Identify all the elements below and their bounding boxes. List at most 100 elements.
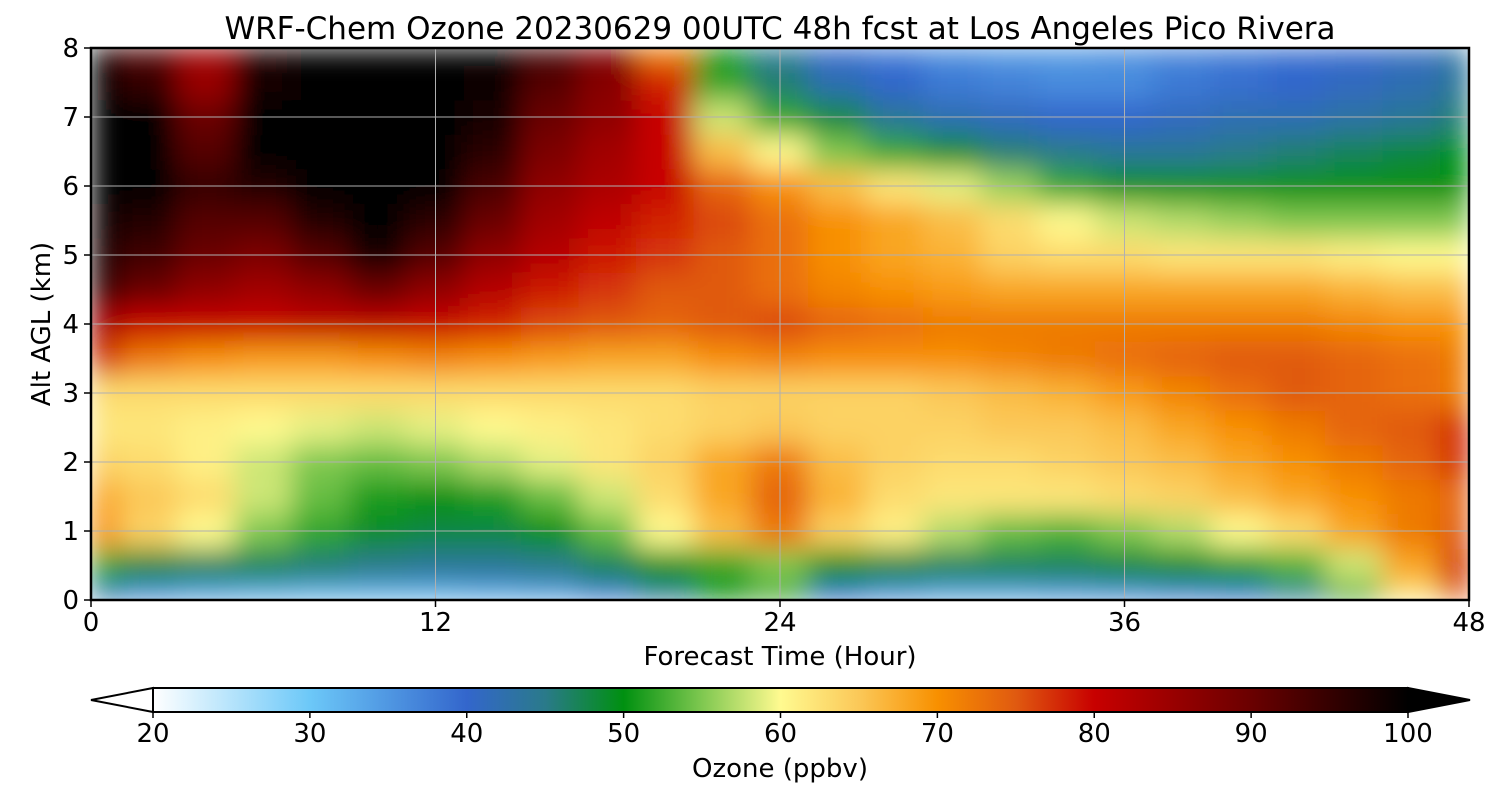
heatmap-cell [578, 64, 637, 101]
heatmap-cell [1267, 133, 1326, 170]
heatmap-cell [463, 202, 523, 239]
heatmap-cell [1152, 409, 1212, 446]
heatmap-cell [348, 48, 408, 66]
heatmap-cell [865, 478, 924, 515]
heatmap-cell [91, 64, 121, 101]
colorbar-bar [152, 687, 1409, 713]
x-tick-label: 24 [763, 608, 796, 638]
heatmap-cell [119, 547, 178, 584]
heatmap-cell [234, 582, 293, 600]
heatmap-cell [1382, 409, 1441, 446]
y-tick-label: 6 [62, 172, 79, 202]
heatmap-cell [176, 48, 235, 66]
heatmap-cell [980, 547, 1039, 584]
heatmap-cell [234, 340, 293, 377]
heatmap-cell [1267, 582, 1326, 600]
colorbar-tick-label: 30 [293, 719, 326, 749]
x-tick-label: 36 [1108, 608, 1141, 638]
heatmap-cell [980, 271, 1039, 308]
heatmap-cell [1152, 478, 1212, 515]
heatmap-cell [808, 64, 867, 101]
heatmap-cell [119, 202, 178, 239]
heatmap-cell [980, 340, 1039, 377]
heatmap-cell [119, 64, 178, 101]
heatmap-cell [1267, 271, 1326, 308]
heatmap-cell [1439, 64, 1469, 101]
y-tick-label: 2 [62, 448, 79, 478]
y-tick-label: 7 [62, 103, 79, 133]
heatmap-cell [291, 64, 350, 101]
heatmap-cell [1439, 48, 1469, 66]
heatmap-cell [176, 340, 235, 377]
heatmap-cell [636, 202, 695, 239]
heatmap-cell [1152, 133, 1212, 170]
colorbar-tick-label: 40 [450, 719, 483, 749]
heatmap-cell [1037, 478, 1097, 515]
heatmap-cell [521, 547, 580, 584]
heatmap-cell [348, 202, 408, 239]
heatmap-cell [348, 478, 408, 515]
heatmap-cell [291, 582, 350, 600]
x-axis: 0 12 24 36 48 [83, 600, 1486, 638]
heatmap-cell [176, 133, 235, 170]
heatmap-cell [291, 202, 350, 239]
heatmap-cell [808, 409, 867, 446]
heatmap-cell [176, 582, 235, 600]
heatmap-cell [463, 409, 523, 446]
heatmap-cell [463, 133, 523, 170]
heatmap-cell [521, 582, 580, 600]
heatmap-cell [923, 547, 982, 584]
heatmap-cell [1325, 409, 1384, 446]
heatmap-cell [91, 48, 121, 66]
heatmap-cell [1210, 478, 1269, 515]
x-tick-label: 0 [83, 608, 100, 638]
heatmap-cell [119, 478, 178, 515]
heatmap-cell [1267, 48, 1326, 66]
heatmap-cell [91, 582, 121, 600]
heatmap-cell [521, 133, 580, 170]
heatmap-cell [1382, 547, 1441, 584]
heatmap-cell [636, 478, 695, 515]
heatmap-cell [119, 340, 178, 377]
heatmap-cell [1325, 48, 1384, 66]
grid-lines [91, 48, 1469, 600]
heatmap-cell [1382, 48, 1441, 66]
heatmap-cell [348, 582, 408, 600]
heatmap-cell [923, 271, 982, 308]
heatmap-cell [693, 48, 752, 66]
heatmap-cell [91, 133, 121, 170]
heatmap-cell [1325, 271, 1384, 308]
heatmap-cell [291, 133, 350, 170]
heatmap-cell [578, 271, 637, 308]
heatmap-cell [865, 271, 924, 308]
heatmap-cell [521, 202, 580, 239]
heatmap-cell [348, 271, 408, 308]
heatmap-cell [1382, 478, 1441, 515]
heatmap-cell [808, 582, 867, 600]
heatmap-cell [865, 48, 924, 66]
heatmap-cell [1210, 202, 1269, 239]
heatmap-cell [1152, 271, 1212, 308]
heatmap-cell [693, 64, 752, 101]
heatmap-cell [1210, 547, 1269, 584]
heatmap-cell [578, 478, 637, 515]
heatmap-cell [636, 133, 695, 170]
heatmap-cell [1439, 547, 1469, 584]
heatmap-cell [808, 133, 867, 170]
heatmap-cell [234, 202, 293, 239]
heatmap-cell [348, 547, 408, 584]
colorbar-tick-label: 60 [764, 719, 797, 749]
heatmap-cell [923, 340, 982, 377]
heatmap-cell [693, 409, 752, 446]
heatmap-cell [980, 48, 1039, 66]
heatmap-cell [1325, 582, 1384, 600]
heatmap-cell [1210, 409, 1269, 446]
heatmap-cell [1037, 340, 1097, 377]
colorbar-tick-label: 70 [921, 719, 954, 749]
heatmap-cell [176, 478, 235, 515]
heatmap-cell [1037, 133, 1097, 170]
heatmap-cell [693, 478, 752, 515]
heatmap-cell [693, 202, 752, 239]
heatmap-cell [1325, 133, 1384, 170]
heatmap-cell [1439, 478, 1469, 515]
